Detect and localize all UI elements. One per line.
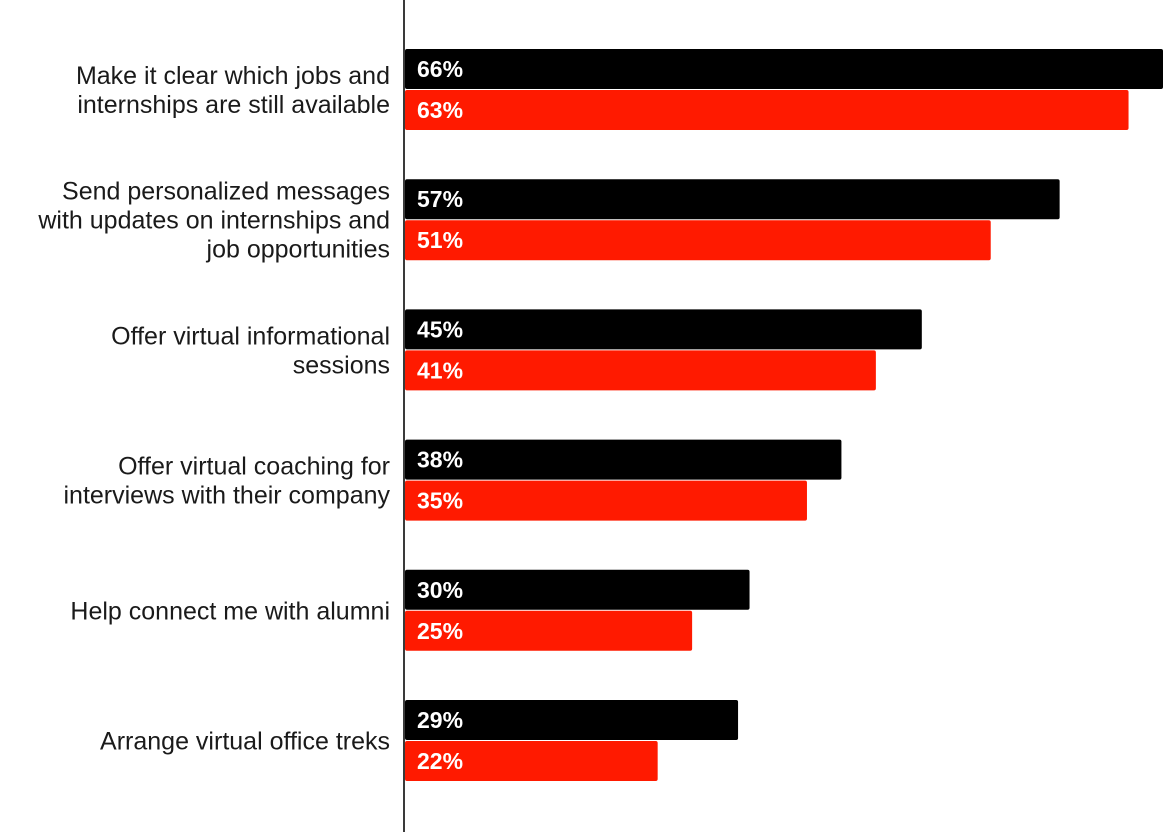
bar bbox=[405, 569, 750, 610]
category-label: Arrange virtual office treks bbox=[100, 728, 390, 756]
bar-value-label: 45% bbox=[417, 316, 463, 342]
category-labels: Make it clear which jobs and internships … bbox=[37, 62, 390, 756]
bar-value-label: 38% bbox=[417, 447, 463, 473]
bar bbox=[405, 49, 1163, 89]
bar-value-label: 30% bbox=[417, 577, 463, 603]
bar-value-label: 63% bbox=[417, 97, 463, 123]
bar bbox=[405, 480, 807, 521]
bar bbox=[405, 90, 1129, 130]
category-label: Send personalized messages with updates o… bbox=[37, 178, 390, 264]
bar bbox=[405, 610, 693, 651]
bar-value-label: 22% bbox=[417, 748, 463, 774]
bar bbox=[405, 220, 991, 261]
bar bbox=[405, 439, 842, 480]
bar-value-label: 29% bbox=[417, 707, 463, 733]
category-label: Help connect me with alumni bbox=[70, 597, 390, 625]
bar-value-label: 41% bbox=[417, 357, 463, 383]
bars: 66% 63% 57% 51% 45% 41% 38% 35% 30% 25% 29% 22% bbox=[405, 49, 1163, 781]
bar bbox=[405, 309, 922, 350]
bar-value-label: 25% bbox=[417, 618, 463, 644]
bar-value-label: 51% bbox=[417, 227, 463, 253]
bar-value-label: 66% bbox=[417, 56, 463, 82]
bar-value-label: 57% bbox=[417, 186, 463, 212]
category-label: Make it clear which jobs and internships … bbox=[76, 62, 390, 119]
bar bbox=[405, 179, 1060, 220]
category-label: Offer virtual informational sessions bbox=[111, 322, 390, 379]
bar-value-label: 35% bbox=[417, 488, 463, 514]
category-label: Offer virtual coaching for interviews wit… bbox=[63, 453, 390, 510]
bar bbox=[405, 741, 658, 781]
bar bbox=[405, 350, 876, 391]
bar bbox=[405, 700, 739, 740]
